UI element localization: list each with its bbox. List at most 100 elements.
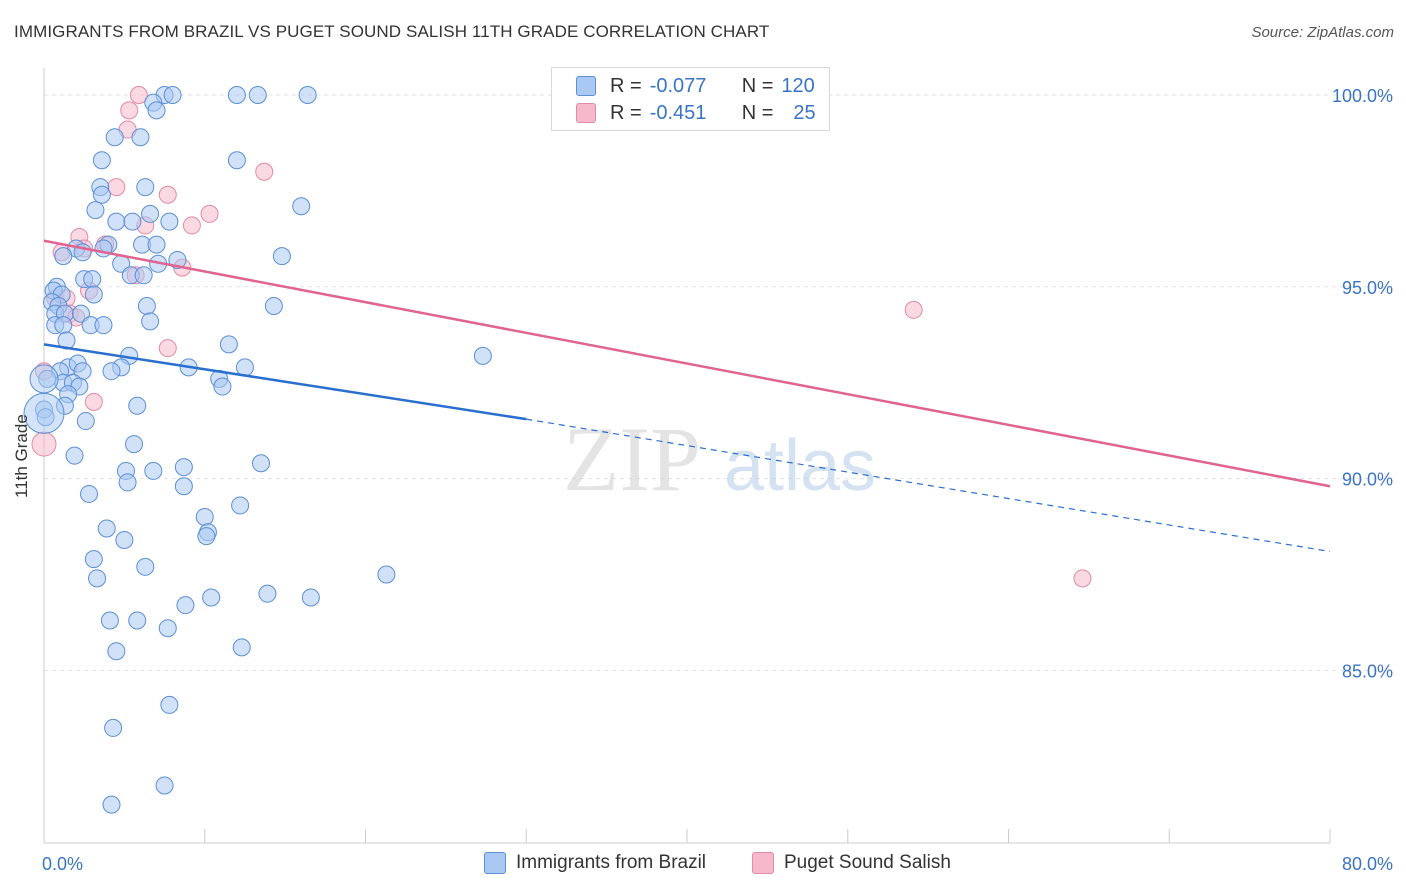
brazil-point: [115, 530, 134, 549]
brazil-point: [174, 477, 193, 496]
series-legend: Immigrants from Brazil Puget Sound Salis…: [0, 852, 1406, 878]
brazil-point: [301, 588, 320, 607]
brazil-point: [141, 312, 160, 331]
brazil-point: [473, 346, 492, 365]
salish-point: [904, 300, 923, 319]
brazil-point: [88, 569, 107, 588]
brazil-point: [264, 296, 283, 315]
brazil-point: [92, 185, 111, 204]
brazil-point: [227, 86, 246, 105]
legend-item-salish[interactable]: Puget Sound Salish: [752, 852, 951, 874]
brazil-point: [160, 695, 179, 714]
legend-label-salish: Puget Sound Salish: [784, 852, 951, 873]
legend-row-brazil: R = -0.077 N = 120: [576, 73, 815, 99]
brazil-point: [131, 128, 150, 147]
brazil-point: [125, 435, 144, 454]
zipatlas-watermark: ZIP atlas: [563, 408, 876, 510]
brazil-point: [292, 197, 311, 216]
brazil-point: [65, 446, 84, 465]
legend-label-brazil: Immigrants from Brazil: [516, 852, 707, 873]
salish-point: [1073, 569, 1092, 588]
brazil-point: [80, 484, 99, 503]
brazil-point: [272, 247, 291, 266]
brazil-point: [134, 266, 153, 285]
legend-r-label: R =: [610, 101, 642, 124]
brazil-point: [102, 362, 121, 381]
brazil-point: [54, 316, 73, 335]
legend-swatch-blue: [484, 852, 506, 874]
legend-swatch-blue: [576, 76, 596, 96]
y-tick-label: 95.0%: [1342, 278, 1393, 298]
brazil-point: [102, 795, 121, 814]
salish-point: [158, 339, 177, 358]
legend-row-salish: R = -0.451 N = 25: [576, 100, 816, 126]
brazil-point: [248, 86, 267, 105]
salish-point: [120, 101, 139, 120]
puget-sound-salish-points: [31, 86, 1092, 588]
brazil-point: [197, 527, 216, 546]
legend-swatch-pink: [576, 103, 596, 123]
brazil-point: [195, 507, 214, 526]
tick-labels: 85.0% 90.0% 95.0% 100.0% 0.0% 80.0%: [42, 86, 1393, 874]
brazil-point: [97, 519, 116, 538]
stats-legend: R = -0.077 N = 120 R = -0.451 N = 25: [551, 67, 830, 131]
brazil-point: [219, 335, 238, 354]
brazil-point: [54, 247, 73, 266]
brazil-point: [23, 392, 65, 434]
salish-point: [158, 185, 177, 204]
legend-n-label: N =: [741, 101, 774, 124]
salish-trend-line: [43, 239, 1331, 488]
brazil-point: [174, 458, 193, 477]
brazil-point: [107, 212, 126, 231]
brazil-point: [128, 396, 147, 415]
brazil-point: [377, 565, 396, 584]
brazil-point: [76, 412, 95, 431]
brazil-point: [86, 201, 105, 220]
brazil-trend-line: [43, 343, 527, 421]
brazil-point: [84, 550, 103, 569]
brazil-point: [71, 304, 90, 323]
brazil-point: [252, 454, 271, 473]
brazil-point: [202, 588, 221, 607]
brazil-point: [147, 101, 166, 120]
legend-n-label: N =: [741, 74, 774, 97]
brazil-point: [227, 151, 246, 170]
brazil-point: [105, 128, 124, 147]
y-tick-label: 100.0%: [1332, 86, 1393, 106]
brazil-point: [29, 364, 59, 394]
salish-point: [255, 162, 274, 181]
legend-r-value: -0.451: [649, 101, 707, 124]
grid-lines: [44, 94, 1392, 671]
brazil-point: [160, 212, 179, 231]
legend-item-brazil[interactable]: Immigrants from Brazil: [484, 852, 706, 874]
brazil-point: [84, 285, 103, 304]
brazil-point: [147, 235, 166, 254]
watermark-zip: ZIP: [563, 408, 701, 510]
brazil-point: [100, 611, 119, 630]
salish-point: [84, 392, 103, 411]
brazil-point: [128, 611, 147, 630]
brazil-point: [104, 718, 123, 737]
brazil-point: [136, 178, 155, 197]
brazil-point: [137, 296, 156, 315]
y-tick-label: 90.0%: [1342, 470, 1393, 490]
immigrants-from-brazil-points: [23, 86, 492, 814]
brazil-point: [235, 358, 254, 377]
brazil-point: [298, 86, 317, 105]
brazil-trend-extension: [526, 418, 1331, 553]
salish-point: [200, 204, 219, 223]
brazil-point: [136, 557, 155, 576]
salish-point: [31, 431, 57, 457]
legend-r-value: -0.077: [649, 74, 707, 97]
y-tick-label: 85.0%: [1342, 661, 1393, 681]
brazil-point: [231, 496, 250, 515]
y-axis-label: 11th Grade: [12, 414, 31, 498]
brazil-point: [144, 461, 163, 480]
brazil-point: [176, 596, 195, 615]
source-label: Source: ZipAtlas.com: [1251, 24, 1394, 41]
brazil-point: [107, 642, 126, 661]
chart-title: IMMIGRANTS FROM BRAZIL VS PUGET SOUND SA…: [14, 22, 770, 41]
brazil-point: [155, 776, 174, 795]
brazil-point: [141, 204, 160, 223]
